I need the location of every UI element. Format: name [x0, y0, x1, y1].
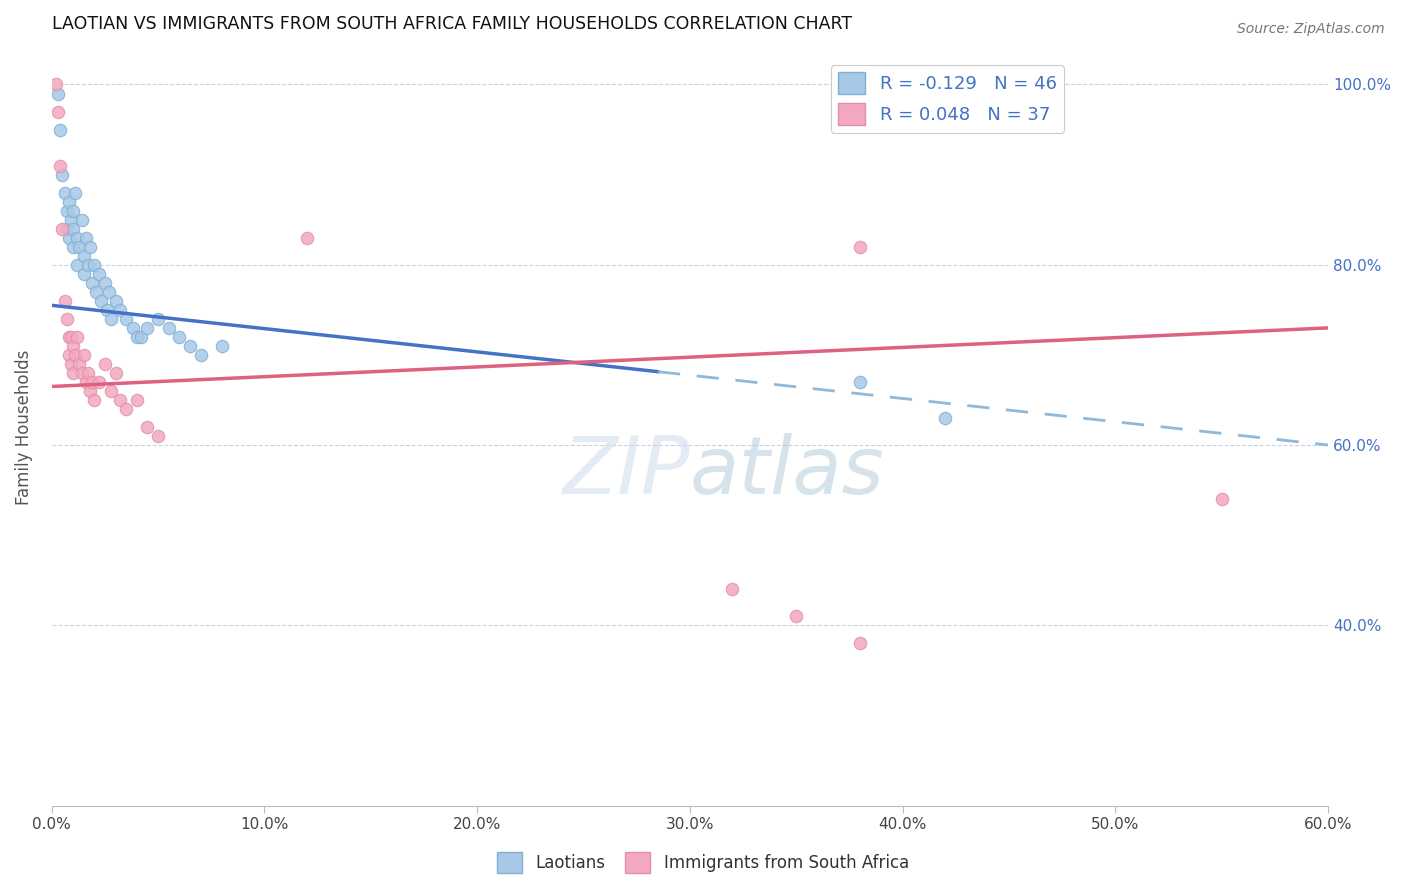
Point: [66, 330, 89, 344]
Point: [51, 221, 73, 235]
Point: [66, 258, 89, 272]
Point: [1211, 492, 1233, 507]
Point: [55, 221, 77, 235]
Legend: R = -0.129   N = 46, R = 0.048   N = 37: R = -0.129 N = 46, R = 0.048 N = 37: [831, 65, 1064, 133]
Point: [785, 609, 807, 624]
Point: [75, 375, 97, 389]
Point: [73, 249, 96, 263]
Text: Source: ZipAtlas.com: Source: ZipAtlas.com: [1237, 22, 1385, 37]
Point: [211, 339, 233, 353]
Point: [62, 240, 84, 254]
Point: [66, 231, 89, 245]
Point: [79, 240, 101, 254]
Point: [100, 384, 122, 398]
Point: [146, 429, 169, 443]
Point: [49, 159, 72, 173]
Point: [136, 321, 159, 335]
Point: [58, 194, 80, 209]
Point: [63, 186, 86, 200]
Point: [87, 267, 110, 281]
Point: [934, 411, 956, 425]
Point: [849, 636, 872, 650]
Point: [86, 285, 108, 299]
Point: [125, 330, 148, 344]
Point: [53, 186, 76, 200]
Point: [62, 366, 84, 380]
Point: [121, 321, 143, 335]
Point: [73, 267, 96, 281]
Point: [721, 582, 744, 597]
Text: LAOTIAN VS IMMIGRANTS FROM SOUTH AFRICA FAMILY HOUSEHOLDS CORRELATION CHART: LAOTIAN VS IMMIGRANTS FROM SOUTH AFRICA …: [52, 15, 852, 33]
Point: [129, 330, 152, 344]
Point: [62, 339, 84, 353]
Point: [77, 258, 100, 272]
Point: [62, 203, 84, 218]
Point: [55, 203, 77, 218]
Point: [136, 420, 159, 434]
Point: [79, 384, 101, 398]
Y-axis label: Family Households: Family Households: [15, 350, 32, 505]
Point: [51, 168, 73, 182]
Point: [146, 311, 169, 326]
Point: [70, 212, 93, 227]
Point: [70, 366, 93, 380]
Text: atlas: atlas: [690, 434, 884, 511]
Point: [849, 375, 872, 389]
Point: [75, 231, 97, 245]
Legend: Laotians, Immigrants from South Africa: Laotians, Immigrants from South Africa: [491, 846, 915, 880]
Point: [58, 330, 80, 344]
Point: [82, 375, 104, 389]
Point: [179, 339, 201, 353]
Point: [104, 293, 127, 308]
Point: [46, 104, 69, 119]
Point: [46, 87, 69, 101]
Point: [82, 276, 104, 290]
Point: [849, 240, 872, 254]
Point: [63, 348, 86, 362]
Point: [169, 330, 191, 344]
Point: [58, 231, 80, 245]
Point: [67, 240, 90, 254]
Point: [108, 392, 131, 407]
Point: [125, 392, 148, 407]
Point: [115, 311, 138, 326]
Point: [45, 78, 67, 92]
Point: [87, 375, 110, 389]
Point: [59, 330, 82, 344]
Point: [108, 302, 131, 317]
Point: [62, 221, 84, 235]
Point: [90, 293, 112, 308]
Point: [115, 402, 138, 417]
Point: [49, 122, 72, 136]
Point: [67, 357, 90, 371]
Point: [295, 231, 318, 245]
Point: [58, 348, 80, 362]
Point: [100, 311, 122, 326]
Point: [53, 293, 76, 308]
Point: [77, 366, 100, 380]
Point: [55, 311, 77, 326]
Point: [94, 276, 117, 290]
Point: [98, 285, 121, 299]
Point: [104, 366, 127, 380]
Point: [59, 357, 82, 371]
Text: ZIP: ZIP: [562, 434, 690, 511]
Point: [96, 302, 118, 317]
Point: [73, 348, 96, 362]
Point: [190, 348, 212, 362]
Point: [157, 321, 180, 335]
Point: [94, 357, 117, 371]
Point: [59, 212, 82, 227]
Point: [83, 258, 105, 272]
Point: [83, 392, 105, 407]
